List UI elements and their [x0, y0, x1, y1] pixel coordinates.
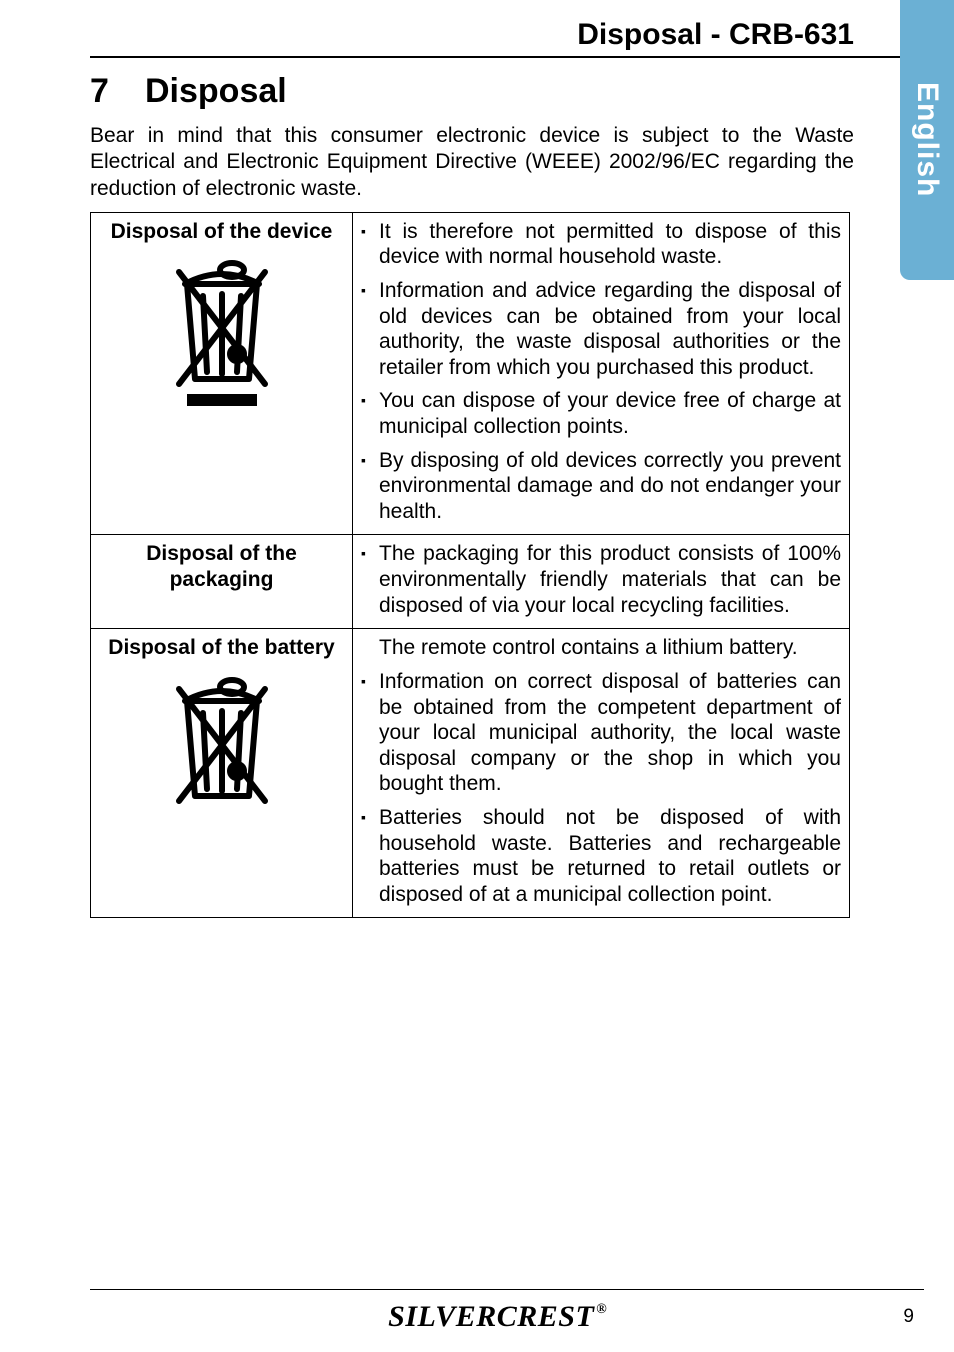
- page-footer: SILVERCREST® 9: [90, 1289, 924, 1334]
- row-label-line2: packaging: [99, 567, 344, 593]
- brand-logo: SILVERCREST®: [90, 1300, 903, 1334]
- row-content-cell: The packaging for this product consists …: [353, 535, 850, 629]
- list-item: It is therefore not permitted to dispose…: [361, 219, 841, 270]
- row-content-cell: The remote control contains a lithium ba…: [353, 629, 850, 918]
- list-item: Information and advice regarding the dis…: [361, 278, 841, 380]
- table-row: Disposal of the packaging The packaging …: [91, 535, 850, 629]
- language-tab: English: [900, 0, 954, 280]
- table-row: Disposal of the device: [91, 212, 850, 535]
- bullet-list: It is therefore not permitted to dispose…: [361, 219, 841, 525]
- list-item: Information on correct disposal of batte…: [361, 669, 841, 797]
- row-content-cell: It is therefore not permitted to dispose…: [353, 212, 850, 535]
- brand-text-1: SILVER: [388, 1300, 497, 1333]
- list-item: You can dispose of your device free of c…: [361, 388, 841, 439]
- section-number: 7: [90, 72, 145, 111]
- bullet-list: The packaging for this product consists …: [361, 541, 841, 618]
- page-number: 9: [903, 1306, 914, 1328]
- disposal-table: Disposal of the device: [90, 212, 850, 919]
- section-heading: 7Disposal: [90, 72, 924, 111]
- brand-text-2: CREST: [497, 1300, 595, 1333]
- crossed-bin-icon: [167, 254, 277, 416]
- list-item: The packaging for this product consists …: [361, 541, 841, 618]
- list-item: Batteries should not be disposed of with…: [361, 805, 841, 907]
- row-label-line1: Disposal of the: [99, 541, 344, 567]
- section-intro: Bear in mind that this consumer electron…: [90, 123, 854, 202]
- table-row: Disposal of the battery: [91, 629, 850, 918]
- row-label-cell: Disposal of the packaging: [91, 535, 353, 629]
- bullet-list: Information on correct disposal of batte…: [361, 669, 841, 907]
- lead-text: The remote control contains a lithium ba…: [361, 635, 841, 661]
- row-label-cell: Disposal of the battery: [91, 629, 353, 918]
- row-label: Disposal of the device: [99, 219, 344, 245]
- page: English Disposal - CRB-631 7Disposal Bea…: [0, 0, 954, 1352]
- row-label: Disposal of the battery: [99, 635, 344, 661]
- crossed-bin-icon: [167, 671, 277, 818]
- page-header: Disposal - CRB-631: [90, 18, 924, 58]
- registered-mark: ®: [596, 1302, 607, 1317]
- row-label-cell: Disposal of the device: [91, 212, 353, 535]
- section-title-text: Disposal: [145, 72, 287, 110]
- language-tab-label: English: [910, 82, 944, 197]
- list-item: By disposing of old devices correctly yo…: [361, 448, 841, 525]
